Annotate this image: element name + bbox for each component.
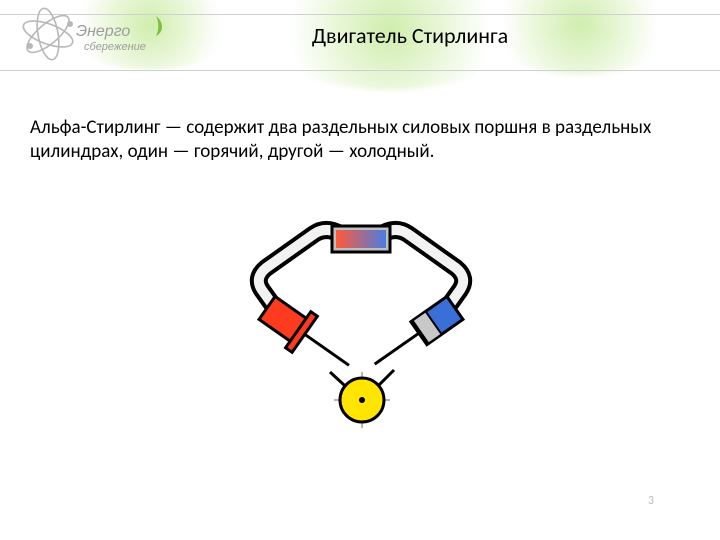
body-text: Альфа-Стирлинг — содержит два раздельных… <box>30 116 690 164</box>
regenerator-gradient <box>336 230 386 248</box>
header-banner: Энерго сбережение Двигатель Стирлинга <box>0 0 720 78</box>
logo-brand-top: Энерго <box>76 23 130 40</box>
page-title: Двигатель Стирлинга <box>200 22 620 49</box>
banner-line <box>0 70 720 71</box>
slide-page: Энерго сбережение Двигатель Стирлинга Ал… <box>0 0 720 540</box>
logo-brand-bottom: сбережение <box>84 41 146 53</box>
cold-cylinder <box>367 296 463 375</box>
stirling-diagram <box>220 220 500 440</box>
hot-cylinder <box>254 290 361 383</box>
logo: Энерго сбережение <box>18 6 168 66</box>
page-number: 3 <box>648 494 654 508</box>
